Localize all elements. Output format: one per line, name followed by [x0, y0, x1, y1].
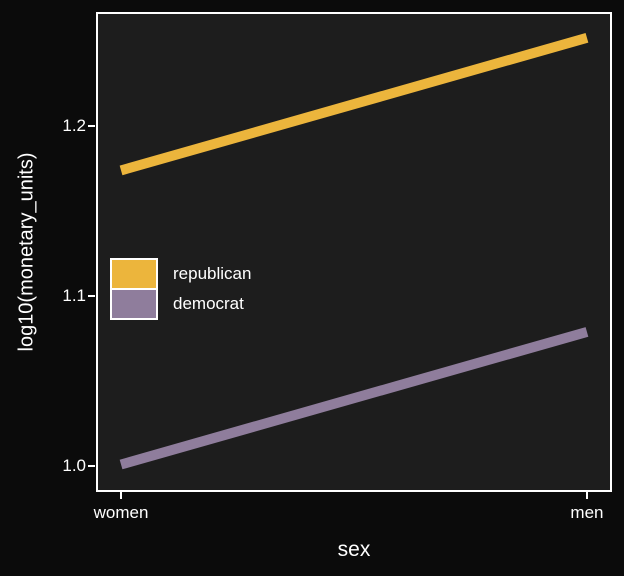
y-tick-mark [88, 125, 95, 128]
legend: republican democrat [110, 258, 251, 320]
legend-item-democrat: democrat [110, 288, 251, 320]
x-tick-mark [120, 492, 123, 499]
legend-swatch [110, 288, 158, 320]
legend-item-republican: republican [110, 258, 251, 290]
y-tick-label: 1.1 [62, 286, 86, 306]
legend-label: democrat [173, 294, 244, 313]
legend-label: republican [173, 264, 252, 283]
y-axis-label: log10(monetary_units) [15, 152, 38, 352]
x-axis-label: sex [337, 538, 371, 561]
x-tick-label: women [93, 503, 149, 522]
plot-lines-svg [119, 32, 589, 470]
y-tick-label: 1.0 [62, 456, 86, 476]
x-tick-mark [585, 492, 588, 499]
legend-swatch [110, 258, 158, 290]
y-tick-label: 1.2 [62, 116, 86, 136]
y-tick-mark [88, 295, 95, 298]
y-tick-mark [88, 465, 95, 468]
x-tick-label: men [570, 503, 604, 522]
plot-panel: republican democrat [96, 12, 612, 492]
